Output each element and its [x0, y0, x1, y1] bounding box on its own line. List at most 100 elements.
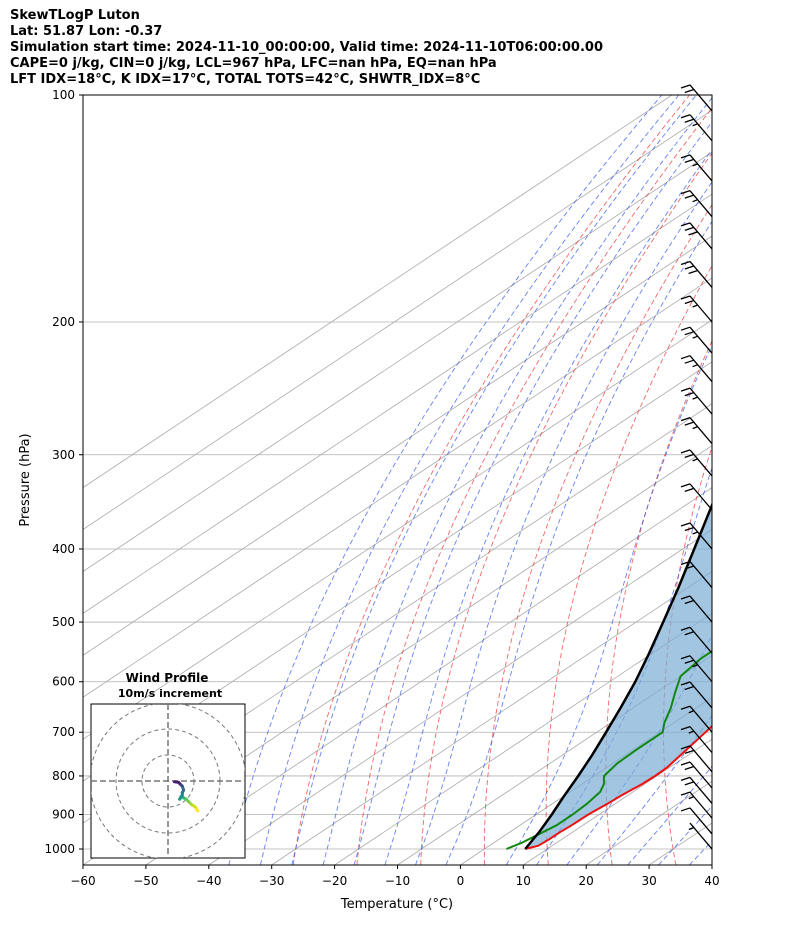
- barb-flag: [680, 776, 691, 782]
- moist-adiabat: [445, 220, 712, 865]
- barb-flag: [684, 392, 695, 397]
- barb-shaft: [689, 776, 713, 804]
- barb-flag: [684, 631, 695, 636]
- wind-barb: [688, 822, 713, 850]
- isotherm-line: [83, 445, 712, 865]
- wind-barb: [680, 776, 713, 804]
- barb-flag: [680, 387, 691, 392]
- params-line-1: CAPE=0 j/kg, CIN=0 j/kg, LCL=967 hPa, LF…: [10, 56, 497, 71]
- x-axis-label: Temperature (°C): [340, 897, 453, 912]
- wind-barb: [680, 726, 713, 754]
- barb-shaft: [689, 822, 713, 850]
- isotherm-line: [83, 95, 673, 489]
- wind-barb: [680, 326, 713, 354]
- wind-barb: [680, 791, 713, 819]
- barb-flag: [680, 761, 691, 766]
- barb-half-flag: [692, 304, 698, 308]
- barb-flag: [680, 726, 691, 731]
- y-tick-label: 400: [52, 542, 75, 556]
- barb-half-flag: [692, 664, 698, 668]
- barb-shaft: [689, 761, 713, 789]
- barb-flag: [684, 158, 695, 164]
- barb-flag: [684, 421, 695, 426]
- params-line-2: LFT IDX=18°C, K IDX=17°C, TOTAL TOTS=42°…: [10, 72, 481, 87]
- barb-flag: [680, 595, 691, 600]
- wind-barb: [680, 483, 713, 511]
- barb-half-flag: [692, 335, 698, 339]
- barb-flag: [684, 453, 695, 459]
- barb-flag: [680, 190, 691, 195]
- barb-flag: [680, 449, 691, 454]
- isotherm-line: [83, 277, 712, 698]
- barb-shaft: [689, 190, 713, 218]
- hodograph-segment: [173, 780, 180, 784]
- barb-shaft: [689, 154, 713, 182]
- barb-flag: [684, 194, 695, 199]
- temperature-line: [525, 724, 712, 850]
- barb-flag: [684, 88, 695, 94]
- barb-flag: [688, 269, 698, 275]
- x-tick-label: −20: [322, 874, 347, 888]
- barb-flag: [680, 154, 691, 159]
- moist-adiabat: [291, 95, 697, 865]
- barb-flag: [680, 222, 691, 227]
- barb-flag: [684, 299, 695, 305]
- y-tick-label: 700: [52, 725, 75, 739]
- barb-half-flag: [688, 826, 695, 831]
- figure-header: SkewTLogP Luton Lat: 51.87 Lon: -0.37 Si…: [10, 8, 603, 88]
- barb-half-flag: [692, 426, 698, 430]
- parcel-line: [524, 501, 712, 850]
- x-tick-label: 40: [704, 874, 719, 888]
- barb-shaft: [689, 84, 713, 112]
- barb-half-flag: [692, 364, 698, 368]
- moist-adiabat: [415, 181, 712, 865]
- barb-flag: [684, 118, 695, 123]
- barb-shaft: [689, 222, 713, 250]
- x-tick-label: −40: [196, 874, 221, 888]
- isotherm-line: [334, 612, 712, 865]
- barb-shaft: [689, 417, 713, 445]
- barb-half-flag: [688, 730, 695, 734]
- moist-adiabat: [322, 97, 712, 865]
- wind-barb: [680, 222, 713, 250]
- wind-barb: [680, 807, 713, 835]
- dry-adiabat: [719, 95, 794, 865]
- y-tick-label: 100: [52, 88, 75, 102]
- isotherm-line: [208, 529, 712, 865]
- moist-adiabat: [505, 344, 712, 865]
- barb-shaft: [689, 261, 713, 288]
- y-tick-label: 1000: [44, 842, 75, 856]
- wind-barb: [680, 655, 713, 683]
- barb-flag: [684, 781, 695, 786]
- wind-barb: [680, 355, 713, 383]
- wind-barb: [680, 761, 713, 789]
- moist-adiabat: [228, 95, 663, 865]
- dry-adiabats: [292, 95, 794, 865]
- wind-barb: [680, 387, 713, 415]
- barb-flag: [684, 659, 695, 664]
- x-tick-label: 30: [641, 874, 656, 888]
- x-tick-label: −10: [385, 874, 410, 888]
- isotherm-line: [271, 570, 712, 865]
- barb-flag: [684, 265, 695, 270]
- barb-flag: [680, 626, 691, 631]
- cape-cin-fill: [525, 505, 712, 849]
- barb-flag: [684, 331, 695, 336]
- barb-half-flag: [688, 796, 695, 800]
- barb-flag: [680, 745, 691, 750]
- isotherm-line: [83, 319, 712, 740]
- wind-barb: [680, 449, 713, 477]
- moist-adiabat: [720, 95, 794, 865]
- barb-shaft: [689, 114, 713, 142]
- isotherm-line: [83, 151, 712, 572]
- barb-shaft: [689, 387, 713, 415]
- barb-half-flag: [692, 199, 698, 203]
- plot-area: [83, 95, 794, 865]
- dry-adiabat: [773, 95, 794, 865]
- barb-flag: [680, 417, 691, 422]
- wind-barb: [680, 190, 713, 218]
- wind-barb: [680, 417, 713, 445]
- barb-flag: [684, 526, 695, 532]
- barb-flag: [680, 681, 691, 686]
